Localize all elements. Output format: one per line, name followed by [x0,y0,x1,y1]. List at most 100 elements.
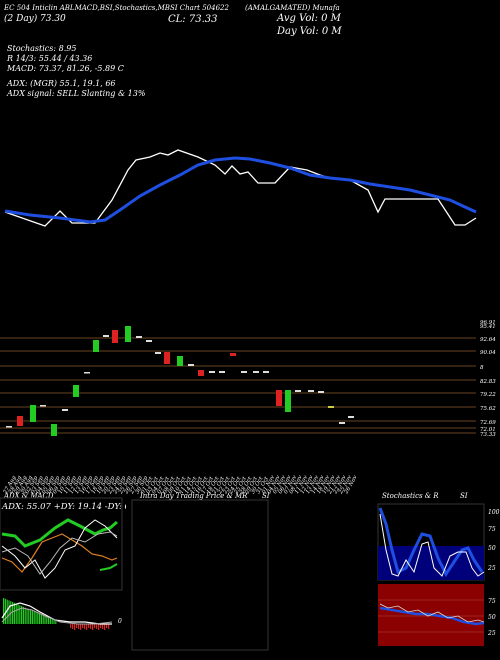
header-mid-2: SI Chart 504622 [170,4,229,12]
adx-white-line [1,519,118,579]
price-line [4,149,477,227]
rsi-tick-75: 75 [488,598,496,605]
macd-hist-bar [49,618,51,624]
stoch-plot: 100 75 50 25 75 50 25 [377,503,500,646]
adx-plot: 0 [0,497,123,630]
stoch-tick-50: 50 [488,545,496,552]
candle [285,390,291,412]
header-left-1: EC 504 Inticlin ABLMACD,B [4,4,105,12]
candle [84,372,90,374]
avg-vol: Avg Vol: 0 M [277,13,341,24]
candle [73,385,79,397]
macd-hist-bar [30,610,32,624]
adx-frame [0,497,123,591]
price-levels [0,337,476,434]
header-left-3: 73.30 [40,14,66,24]
intraday-right-label: SI [262,492,270,500]
stoch-blue-line [378,507,484,577]
macd-hist-bar [94,624,96,628]
candle [177,356,183,366]
candle [112,330,118,343]
candle [103,335,109,337]
macd-hist-bar [92,624,94,630]
macd-hist-bar [106,624,108,628]
macd-hist-bar [21,606,23,624]
header-left-2: (2 Day) [4,14,38,24]
macd-hist-bar [19,605,21,624]
candle [136,336,142,338]
stat-adx-signal: ADX signal: SELL Slanting & 13% [7,89,146,98]
intraday-title: Intra Day Trading Price & MR [140,492,248,500]
macd-hist-bar [96,624,98,629]
candle [295,390,301,392]
stoch-white-line [379,513,485,577]
macd-hist-bar [42,615,44,624]
intraday-panel: Intra Day Trading Price & MR SI [126,492,376,658]
macd-hist-bar [13,602,15,624]
rsi-blue-line [379,606,485,626]
rsi-tick-25: 25 [487,630,496,637]
price-overview-chart [4,149,477,227]
candle [198,370,204,376]
price-tick-label: 75.62 [480,406,496,412]
macd-hist-bar [26,608,28,624]
stoch-tick-25: 25 [487,565,496,572]
header-mid-1: SI,Stochastics,MB [105,4,170,12]
macd-hist-bar [40,614,42,624]
macd-line [1,602,112,625]
macd-hist-bar [88,624,90,628]
macd-hist-bar [6,599,8,624]
stat-stochastics: Stochastics: 8.95 [7,44,77,53]
price-tick-label: 72.01 [480,427,496,433]
price-tick-label: 90.04 [480,350,496,356]
candle [51,424,57,436]
stoch-tick-100: 100 [488,509,500,516]
candle [62,409,68,411]
macd-hist-bar [72,624,74,629]
macd-hist-bar [82,624,84,628]
macd-hist-bar [53,620,55,624]
macd-hist-bar [104,624,106,630]
macd-hist-bar [80,624,82,630]
candle [253,371,259,373]
macd-hist-bar [98,624,100,630]
close-label: CL: 73.33 [168,14,218,25]
macd-hist-bar [70,624,72,628]
adx-readout: ADX: 55.07 +DY: 19.14 -DY: 66.95 [2,502,149,512]
macd-hist-bar [4,598,6,624]
candle [308,390,314,392]
candle [17,416,23,426]
macd-hist-bar [84,624,86,629]
price-tick-label: 96.91 [480,320,496,326]
macd-hist-bar [78,624,80,629]
stat-rsi: R 14/3: 55.44 / 43.36 [7,54,93,63]
rsi-white-line [379,603,485,623]
adx-green-tail [99,563,118,571]
macd-hist-bar [17,604,19,624]
candle [230,353,236,356]
macd-hist-bar [12,602,14,624]
macd-signal-line [1,607,113,625]
price-tick-label: 79.22 [480,392,496,398]
price-tick-label: 82.83 [480,379,496,385]
macd-hist-bar [24,607,26,624]
macd-hist-bar [31,610,33,624]
price-tick-label: 95.41 [480,324,496,330]
candle [339,422,345,424]
macd-zero-tick: 0 [118,618,122,625]
macd-hist-bar [51,619,53,624]
intraday-plot [131,499,269,651]
ema-line [4,156,477,224]
macd-hist-bar [28,609,30,624]
price-tick-label: 92.64 [480,337,496,343]
candle [276,390,282,406]
macd-hist-bar [44,616,46,624]
macd-hist-bar [33,611,35,624]
price-tick-label: 73.33 [480,432,496,438]
candle [219,371,225,373]
macd-hist-bar [37,613,39,624]
candle [146,340,152,342]
